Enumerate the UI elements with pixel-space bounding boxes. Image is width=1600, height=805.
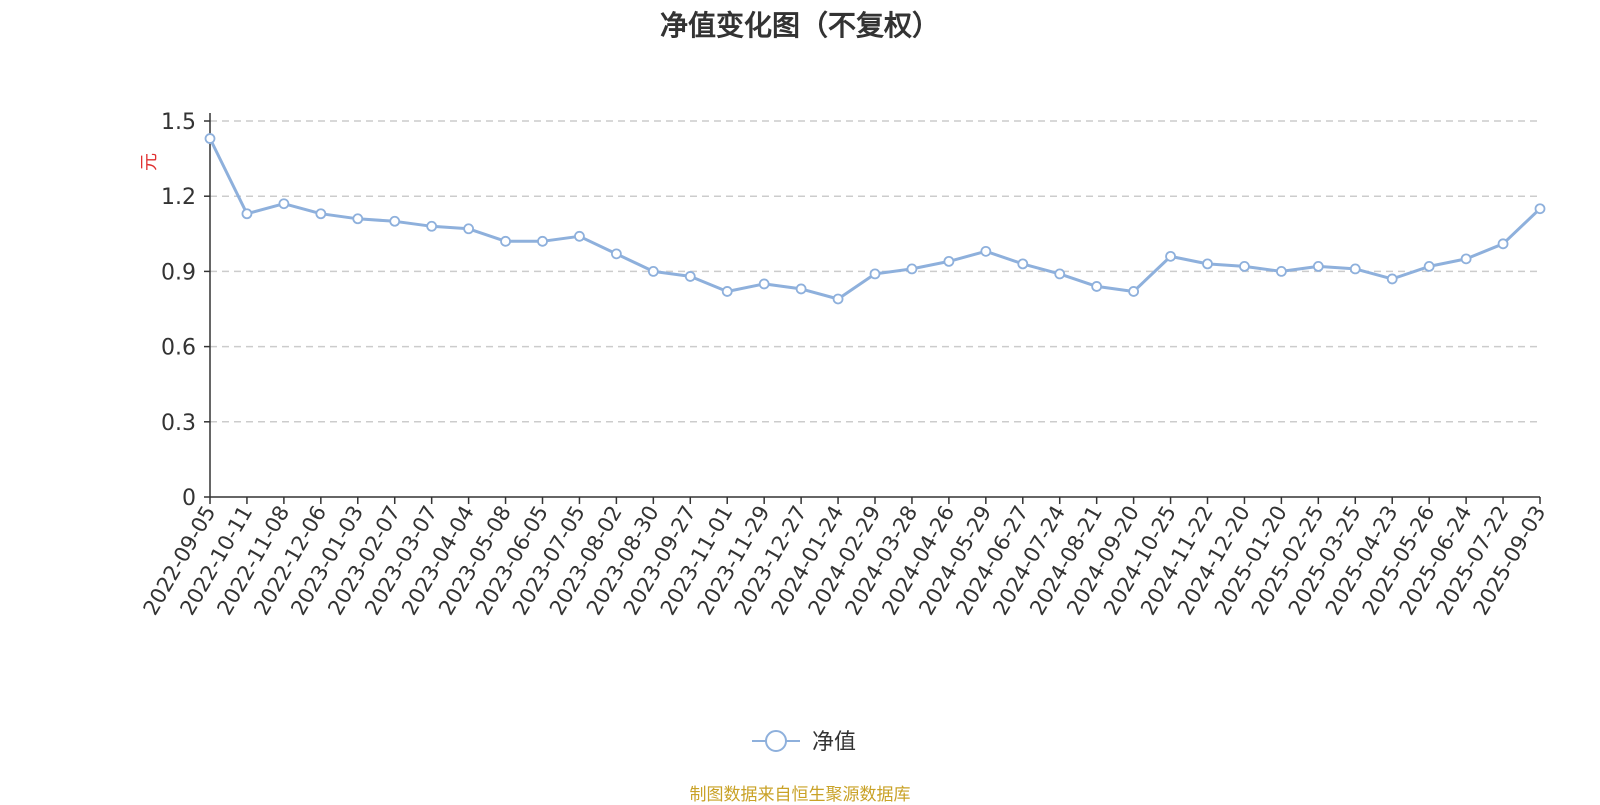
data-point[interactable] [832, 293, 844, 305]
data-point[interactable] [1128, 286, 1140, 297]
data-point[interactable] [463, 223, 475, 235]
y-tick-label: 0.6 [161, 336, 196, 361]
data-point[interactable] [1275, 265, 1287, 277]
data-point[interactable] [574, 230, 585, 242]
x-axis-ticks: 2022-09-052022-10-112022-11-082022-12-06… [139, 497, 1550, 619]
y-tick-label: 0.9 [161, 260, 196, 285]
series-points [204, 133, 1546, 305]
legend-label: 净值 [812, 730, 856, 755]
data-point[interactable] [1460, 253, 1472, 265]
data-point[interactable] [1165, 250, 1176, 262]
data-point[interactable] [389, 215, 401, 227]
data-point[interactable] [1534, 203, 1546, 215]
data-point[interactable] [758, 278, 770, 290]
y-axis-ticks: 0 0.3 0.6 0.9 1.2 1.5 [161, 110, 210, 511]
data-point[interactable] [1202, 258, 1213, 270]
data-point[interactable] [278, 198, 290, 210]
data-point[interactable] [869, 268, 881, 280]
y-tick-label: 0.3 [161, 411, 196, 436]
data-point[interactable] [1349, 263, 1361, 275]
data-point[interactable] [906, 263, 918, 275]
data-point[interactable] [1017, 258, 1029, 270]
data-point[interactable] [204, 133, 216, 144]
data-point[interactable] [1312, 260, 1324, 272]
data-point[interactable] [684, 271, 696, 282]
data-point[interactable] [1054, 268, 1066, 280]
legend-marker-icon [765, 730, 787, 752]
axes [209, 113, 1540, 498]
source-note: 制图数据来自恒生聚源数据库 [689, 785, 911, 805]
data-point[interactable] [721, 286, 733, 297]
data-point[interactable] [426, 220, 438, 232]
line-chart: 0 0.3 0.6 0.9 1.2 1.5 2022-09-052022-10-11202… [139, 110, 1551, 755]
chart-title: 净值变化图（不复权） [659, 9, 940, 42]
data-point[interactable] [1091, 281, 1103, 292]
y-axis-label: 元 [139, 153, 160, 171]
legend[interactable]: 净值 [752, 730, 856, 755]
data-point[interactable] [1497, 238, 1509, 250]
data-point[interactable] [1239, 260, 1250, 272]
data-point[interactable] [980, 245, 992, 257]
data-point[interactable] [352, 213, 364, 225]
data-point[interactable] [610, 248, 622, 260]
data-point[interactable] [500, 235, 511, 247]
data-point[interactable] [241, 208, 253, 220]
data-point[interactable] [795, 283, 807, 295]
y-tick-label: 0 [182, 486, 196, 511]
y-tick-label: 1.5 [161, 110, 196, 135]
data-point[interactable] [1423, 260, 1435, 272]
data-point[interactable] [1386, 273, 1398, 285]
data-point[interactable] [315, 208, 327, 220]
data-point[interactable] [537, 235, 548, 247]
data-point[interactable] [647, 265, 659, 277]
data-point[interactable] [943, 255, 955, 267]
y-tick-label: 1.2 [161, 185, 196, 210]
